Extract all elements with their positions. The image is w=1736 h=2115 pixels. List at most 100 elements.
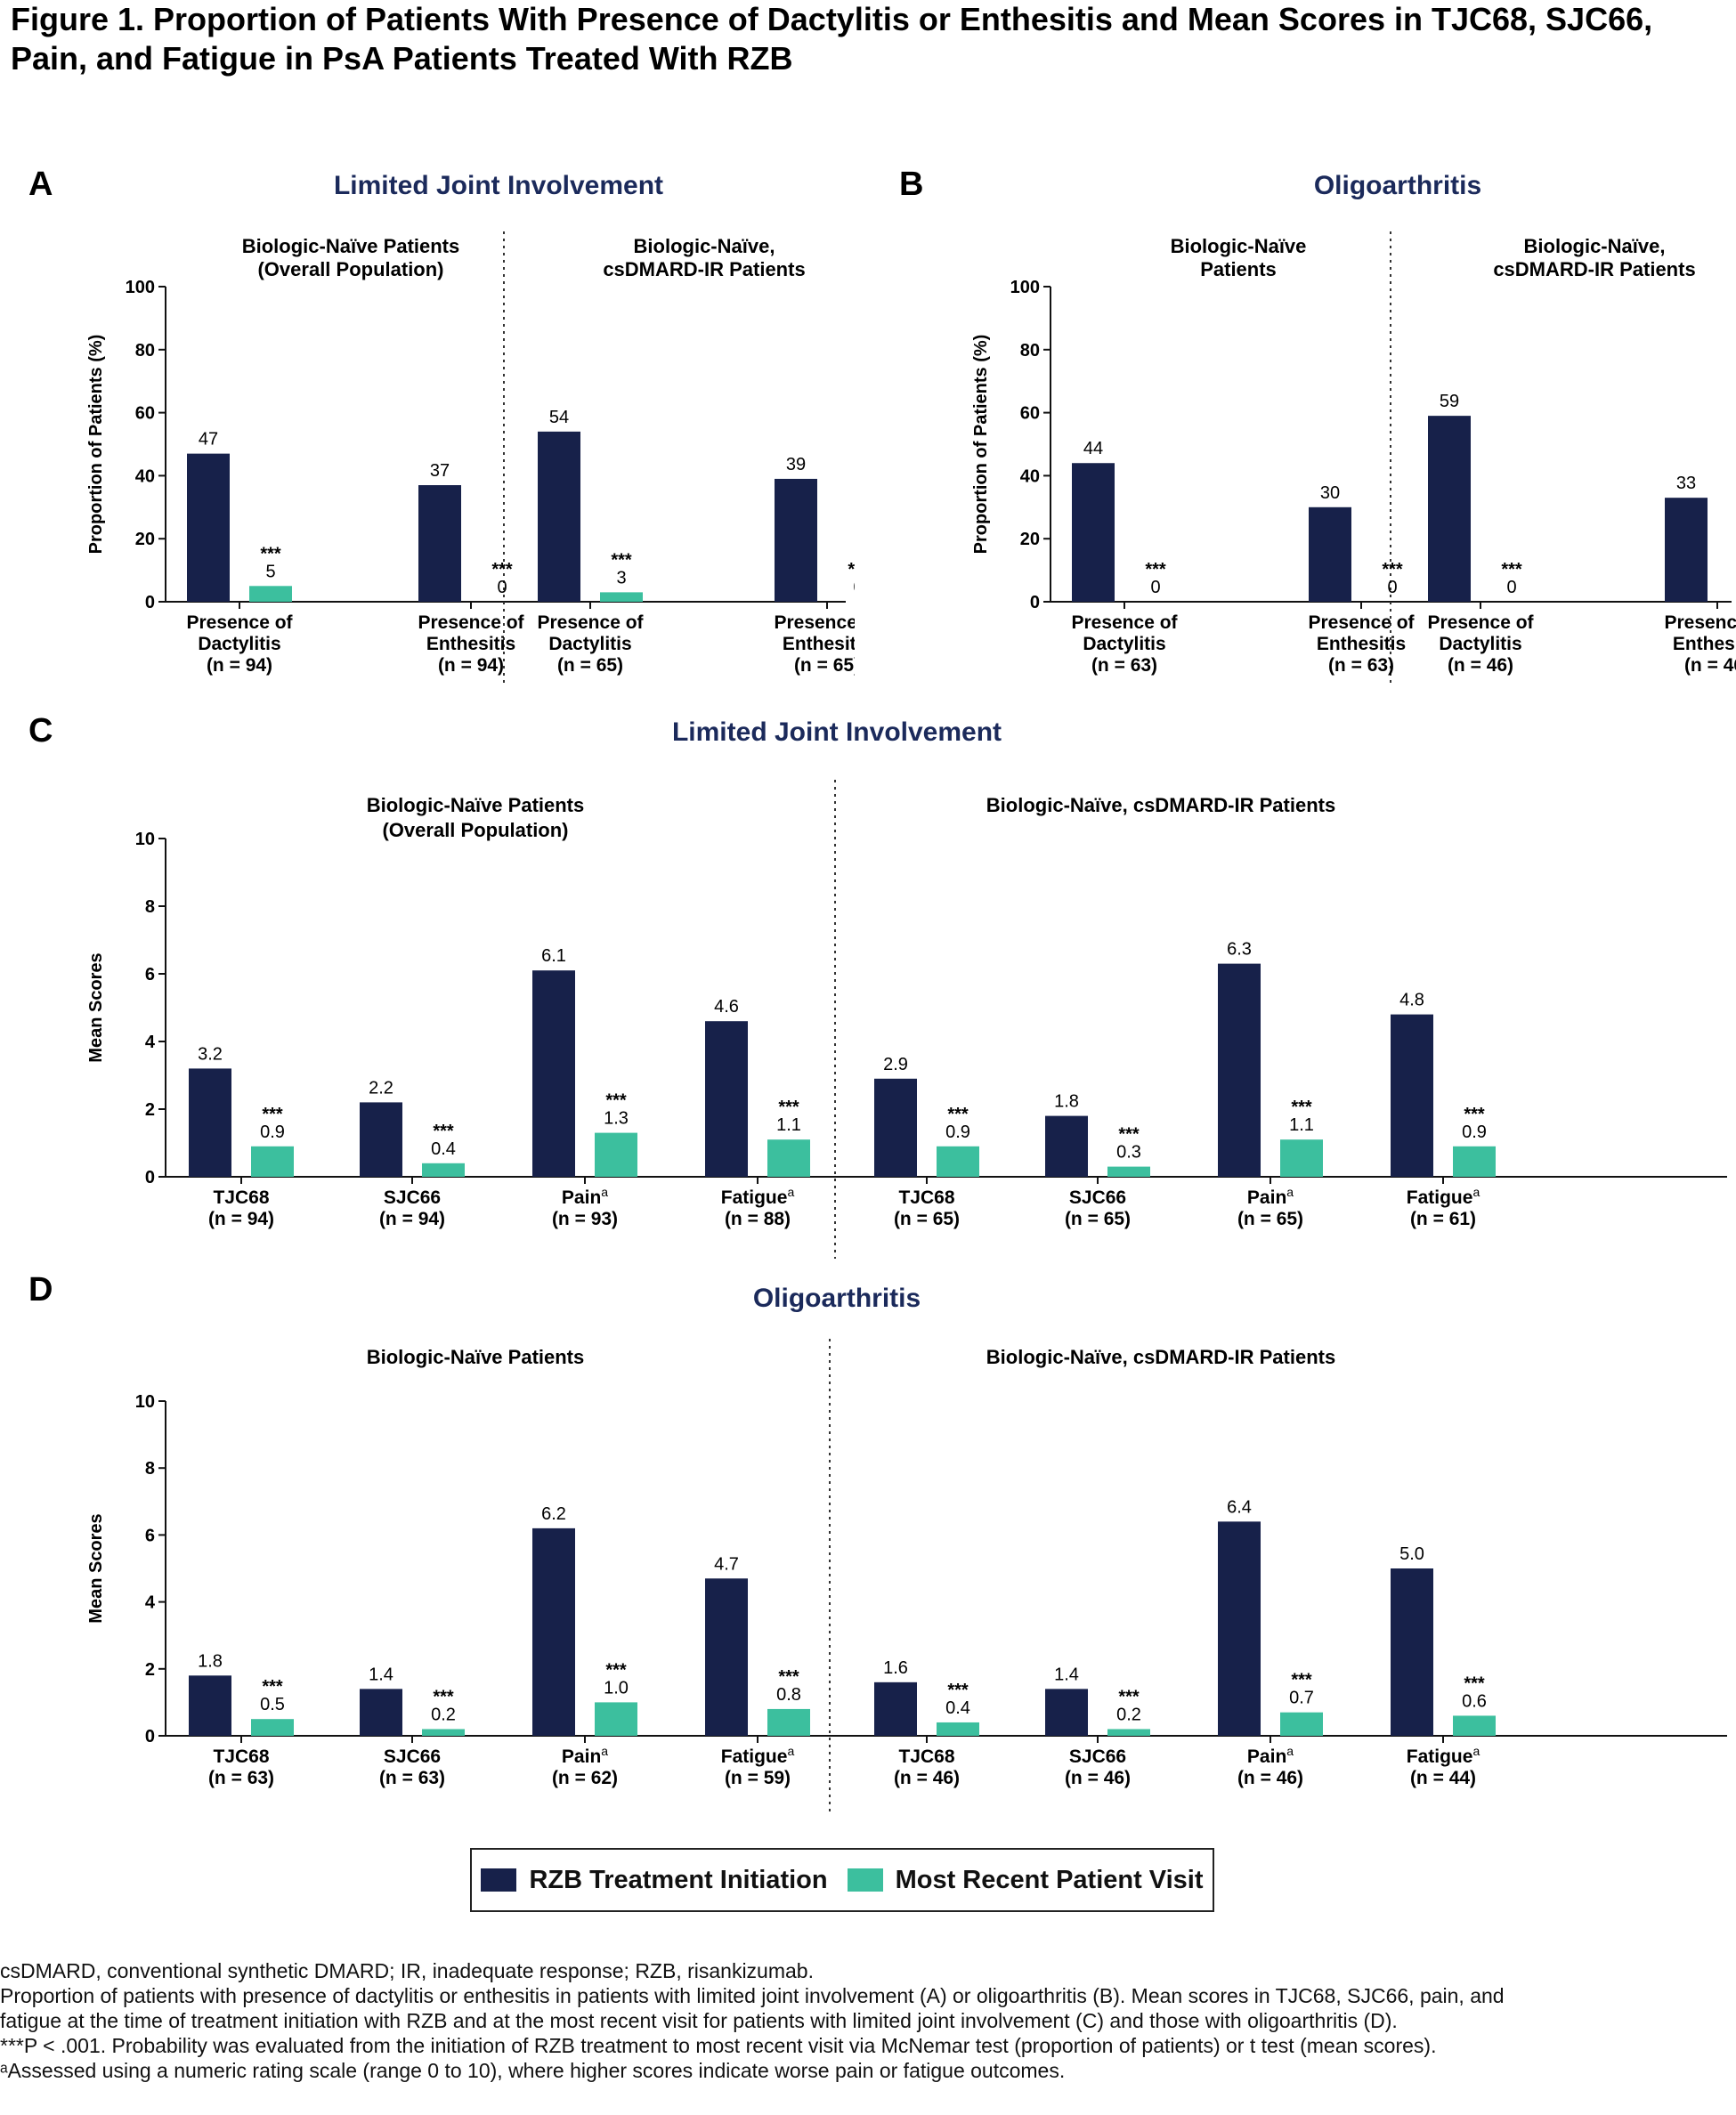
panel-a-category-label: Presence of [537, 612, 644, 633]
panel-b-category-label: Presence of [1071, 612, 1178, 633]
legend-item-initiation: RZB Treatment Initiation [481, 1865, 828, 1895]
panel-c-category-label: TJC68 [213, 1187, 269, 1208]
panel-c-bar-recent [767, 1139, 810, 1177]
panel-a-significance-marker: *** [260, 544, 281, 563]
panel-d-bar-initiation [189, 1675, 231, 1736]
panel-d-category-label: Paina [562, 1744, 608, 1767]
panel-b-category-n: (n = 63) [1091, 655, 1157, 676]
footnotes: csDMARD, conventional synthetic DMARD; I… [0, 1958, 1734, 2083]
panel-a-y-tick-label: 40 [135, 466, 155, 486]
panel-a-category-label: Presence of [774, 612, 855, 633]
panel-c-bar-recent [422, 1163, 465, 1177]
panel-b-category-label: Presence of [1664, 612, 1736, 633]
panel-d-bar-initiation [705, 1578, 748, 1736]
panel-d-value-label-recent: 0.2 [431, 1705, 456, 1724]
panel-d-value-label-initiation: 6.4 [1227, 1497, 1252, 1517]
panel-c-bar-recent [937, 1146, 979, 1177]
panel-d-category-label: Fatiguea [721, 1744, 795, 1767]
panel-b-category-n: (n = 46) [1684, 655, 1736, 676]
legend-label-recent: Most Recent Patient Visit [895, 1865, 1204, 1894]
panel-a-y-tick-label: 20 [135, 530, 155, 549]
panel-c-significance-marker: *** [1464, 1105, 1485, 1124]
legend-item-recent: Most Recent Patient Visit [847, 1865, 1204, 1895]
panel-c-value-label-recent: 1.1 [1289, 1115, 1314, 1135]
panel-a-value-label-recent: 3 [616, 568, 626, 588]
panel-d-category-label: Paina [1247, 1744, 1294, 1767]
panel-letter-c: C [28, 712, 53, 750]
panel-a-category-label: Enthesitis [426, 634, 515, 654]
panel-c-group-title: Biologic-Naïve Patients [367, 794, 585, 816]
panel-c-category-n: (n = 88) [725, 1209, 791, 1229]
panel-d-category-superscript: a [787, 1744, 794, 1758]
panel-a-category-label: Enthesitis [783, 634, 855, 654]
panel-d-category-n: (n = 59) [725, 1768, 791, 1788]
panel-a-y-tick-label: 100 [126, 278, 155, 297]
panel-d-bar-recent [1453, 1715, 1496, 1736]
panel-d-significance-marker: *** [433, 1687, 454, 1706]
panel-d-bar-recent [937, 1722, 979, 1736]
panel-c-bar-recent [1453, 1146, 1496, 1177]
panel-c-category-n: (n = 65) [1237, 1209, 1303, 1229]
panel-d-value-label-initiation: 1.8 [198, 1651, 223, 1671]
legend-label-initiation: RZB Treatment Initiation [529, 1865, 828, 1894]
panel-c-value-label-recent: 1.3 [604, 1109, 629, 1129]
panel-a-bar-initiation [538, 431, 580, 602]
panel-d-category-n: (n = 44) [1410, 1768, 1476, 1788]
panel-c-group-title: Biologic-Naïve, csDMARD-IR Patients [986, 794, 1335, 816]
panel-b-y-tick-label: 60 [1020, 404, 1040, 424]
panel-c-heading: Limited Joint Involvement [671, 717, 1002, 747]
panel-b-category-label: Presence of [1427, 612, 1534, 633]
panel-b-category-label: Enthesitis [1673, 634, 1736, 654]
panel-c-value-label-initiation: 4.6 [714, 997, 739, 1017]
panel-d-category-superscript: a [1472, 1744, 1480, 1758]
panel-b-category-label: Dactylitis [1083, 634, 1165, 654]
panel-c-category-superscript: a [1472, 1185, 1480, 1199]
panel-a-y-tick-label: 0 [145, 593, 155, 612]
panel-d-bar-recent [251, 1719, 294, 1736]
panel-c-bar-initiation [1045, 1115, 1088, 1177]
panel-a-y-tick-label: 60 [135, 404, 155, 424]
panel-d-bar-initiation [360, 1689, 402, 1736]
panel-b-y-tick-label: 80 [1020, 341, 1040, 361]
panel-d-value-label-recent: 1.0 [604, 1678, 629, 1698]
panel-a-group-title: csDMARD-IR Patients [603, 258, 805, 280]
panel-d-category-label: SJC66 [1069, 1746, 1126, 1767]
panel-c-y-tick-label: 0 [145, 1168, 155, 1187]
panel-c-value-label-recent: 0.9 [945, 1122, 970, 1142]
panel-d-group-title: Biologic-Naïve Patients [367, 1346, 585, 1368]
panel-c-bar-recent [251, 1146, 294, 1177]
panel-d-category-label: SJC66 [384, 1746, 441, 1767]
panel-d-bar-recent [422, 1729, 465, 1736]
panel-b-value-label-initiation: 33 [1676, 474, 1696, 493]
panel-a-bar-initiation [418, 485, 461, 602]
panel-b-value-label-initiation: 59 [1440, 392, 1459, 411]
panel-c-category-label: Paina [562, 1185, 608, 1208]
panel-a-category-n: (n = 94) [207, 655, 272, 676]
panel-d-bar-recent [1107, 1729, 1150, 1736]
panel-d-value-label-recent: 0.4 [945, 1698, 970, 1718]
panel-b-significance-marker: *** [1501, 560, 1522, 579]
panel-d-value-label-initiation: 5.0 [1399, 1544, 1424, 1564]
panel-d-value-label-recent: 0.2 [1116, 1705, 1141, 1724]
panel-d-category-n: (n = 46) [1065, 1768, 1131, 1788]
panel-b-group-title: Biologic-Naïve [1171, 235, 1307, 257]
panel-c-significance-marker: *** [947, 1105, 969, 1124]
panel-a-category-label: Presence of [418, 612, 524, 633]
panel-c-value-label-recent: 0.4 [431, 1139, 456, 1159]
panel-b-category-n: (n = 46) [1448, 655, 1513, 676]
panel-a-value-label-initiation: 54 [549, 408, 569, 427]
panel-d-value-label-initiation: 1.6 [883, 1658, 908, 1678]
panel-d-bar-initiation [1391, 1568, 1433, 1736]
panel-a-category-n: (n = 65) [794, 655, 855, 676]
panel-b-group-title: csDMARD-IR Patients [1493, 258, 1695, 280]
panel-c-category-label: Fatiguea [721, 1185, 795, 1208]
panel-a-category-n: (n = 65) [557, 655, 623, 676]
panel-a-group-title: (Overall Population) [257, 258, 443, 280]
panel-c-y-tick-label: 10 [135, 830, 155, 849]
panel-c-value-label-initiation: 3.2 [198, 1044, 223, 1064]
panel-d-category-label: Fatiguea [1407, 1744, 1480, 1767]
panel-a-value-label-recent: 0 [497, 578, 507, 597]
panel-a-significance-marker: *** [491, 560, 513, 579]
panel-c-y-tick-label: 8 [145, 897, 155, 917]
panel-b-chart: 0 20 40 60 80 100 Proportion of Patients (%) Bi… [971, 231, 1736, 684]
